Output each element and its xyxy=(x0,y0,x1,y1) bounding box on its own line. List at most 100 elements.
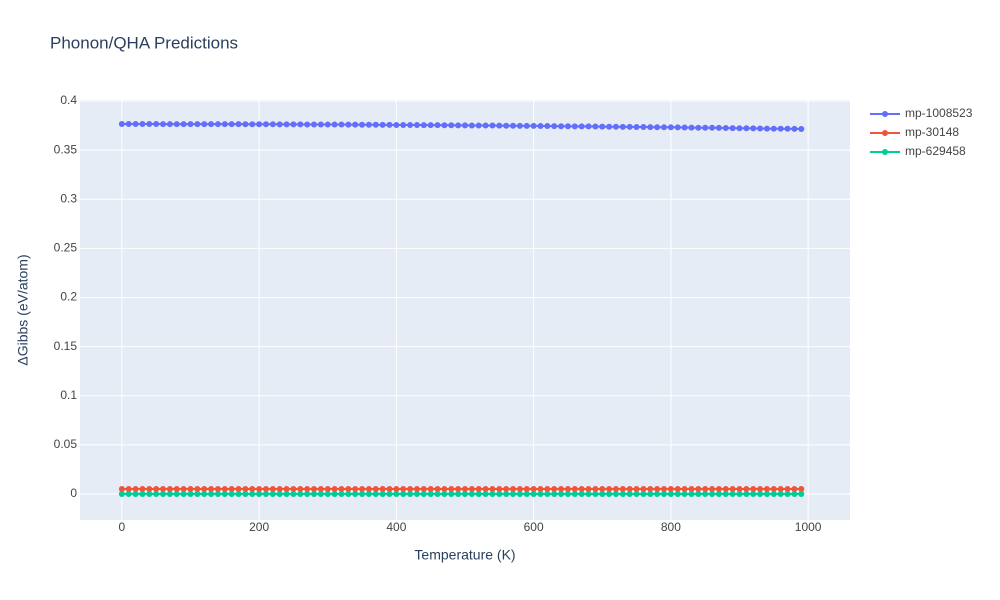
data-point xyxy=(420,490,427,497)
data-point xyxy=(592,490,599,497)
data-point xyxy=(612,486,619,493)
x-tick-label: 1000 xyxy=(795,520,822,534)
y-tick-label: 0.3 xyxy=(60,191,77,205)
data-point xyxy=(413,122,420,129)
data-point xyxy=(544,486,551,493)
data-point xyxy=(180,486,187,493)
data-point xyxy=(338,490,345,497)
data-point xyxy=(770,486,777,493)
data-point xyxy=(599,486,606,493)
data-point xyxy=(153,120,160,127)
data-point xyxy=(715,124,722,131)
data-point xyxy=(118,490,125,497)
data-point xyxy=(599,490,606,497)
data-point xyxy=(317,121,324,128)
data-point xyxy=(750,486,757,493)
data-point xyxy=(619,123,626,130)
data-point xyxy=(448,122,455,129)
data-point xyxy=(626,123,633,130)
data-point xyxy=(187,490,194,497)
data-point xyxy=(523,122,530,129)
y-tick-label: 0.2 xyxy=(60,290,77,304)
data-point xyxy=(427,122,434,129)
data-point xyxy=(523,486,530,493)
data-point xyxy=(551,486,558,493)
data-point xyxy=(722,486,729,493)
data-point xyxy=(592,486,599,493)
data-point xyxy=(736,125,743,132)
data-point xyxy=(599,123,606,130)
data-point xyxy=(688,486,695,493)
data-point xyxy=(530,490,537,497)
data-point xyxy=(345,121,352,128)
data-point xyxy=(242,121,249,128)
data-point xyxy=(235,486,242,493)
data-point xyxy=(551,123,558,130)
data-point xyxy=(434,486,441,493)
data-point xyxy=(564,486,571,493)
data-point xyxy=(146,490,153,497)
data-point xyxy=(633,486,640,493)
data-point xyxy=(530,486,537,493)
plot-area xyxy=(80,100,850,520)
data-point xyxy=(763,490,770,497)
data-point xyxy=(558,490,565,497)
data-point xyxy=(345,486,352,493)
data-point xyxy=(661,486,668,493)
data-point xyxy=(462,490,468,497)
data-point xyxy=(331,121,338,128)
data-point xyxy=(606,486,613,493)
data-point xyxy=(571,123,578,130)
data-point xyxy=(249,486,256,493)
data-point xyxy=(441,490,448,497)
data-point xyxy=(784,125,791,132)
data-point xyxy=(118,486,125,493)
data-point xyxy=(317,486,324,493)
data-point xyxy=(365,490,372,497)
data-point xyxy=(262,490,269,497)
data-point xyxy=(393,490,400,497)
data-point xyxy=(338,121,345,128)
data-point xyxy=(359,486,366,493)
data-point xyxy=(667,490,674,497)
data-point xyxy=(194,486,201,493)
data-point xyxy=(407,486,414,493)
data-point xyxy=(400,486,407,493)
data-point xyxy=(276,490,283,497)
data-point xyxy=(763,486,770,493)
data-point xyxy=(420,122,427,129)
data-point xyxy=(743,125,750,132)
data-point xyxy=(311,121,318,128)
data-point xyxy=(180,121,187,128)
data-point xyxy=(729,125,736,132)
data-point xyxy=(626,490,633,497)
data-point xyxy=(407,490,414,497)
data-point xyxy=(537,123,544,130)
data-point xyxy=(722,490,729,497)
data-point xyxy=(166,490,173,497)
data-point xyxy=(365,486,372,493)
data-point xyxy=(647,486,654,493)
data-point xyxy=(276,121,283,128)
data-point xyxy=(228,486,235,493)
data-point xyxy=(585,486,592,493)
x-tick-label: 200 xyxy=(249,520,269,534)
data-point xyxy=(482,122,489,129)
data-point xyxy=(743,486,750,493)
data-point xyxy=(324,486,331,493)
data-point xyxy=(393,486,400,493)
data-point xyxy=(674,486,681,493)
series xyxy=(118,486,805,493)
data-point xyxy=(510,490,517,497)
data-point xyxy=(256,486,263,493)
data-point xyxy=(249,121,256,128)
data-point xyxy=(345,490,352,497)
data-point xyxy=(297,121,304,128)
data-point xyxy=(544,490,551,497)
data-point xyxy=(702,486,709,493)
y-tick-label: 0 xyxy=(70,486,77,500)
data-point xyxy=(674,124,681,131)
data-point xyxy=(482,490,489,497)
chart-title: Phonon/QHA Predictions xyxy=(50,33,238,52)
data-point xyxy=(187,121,194,128)
